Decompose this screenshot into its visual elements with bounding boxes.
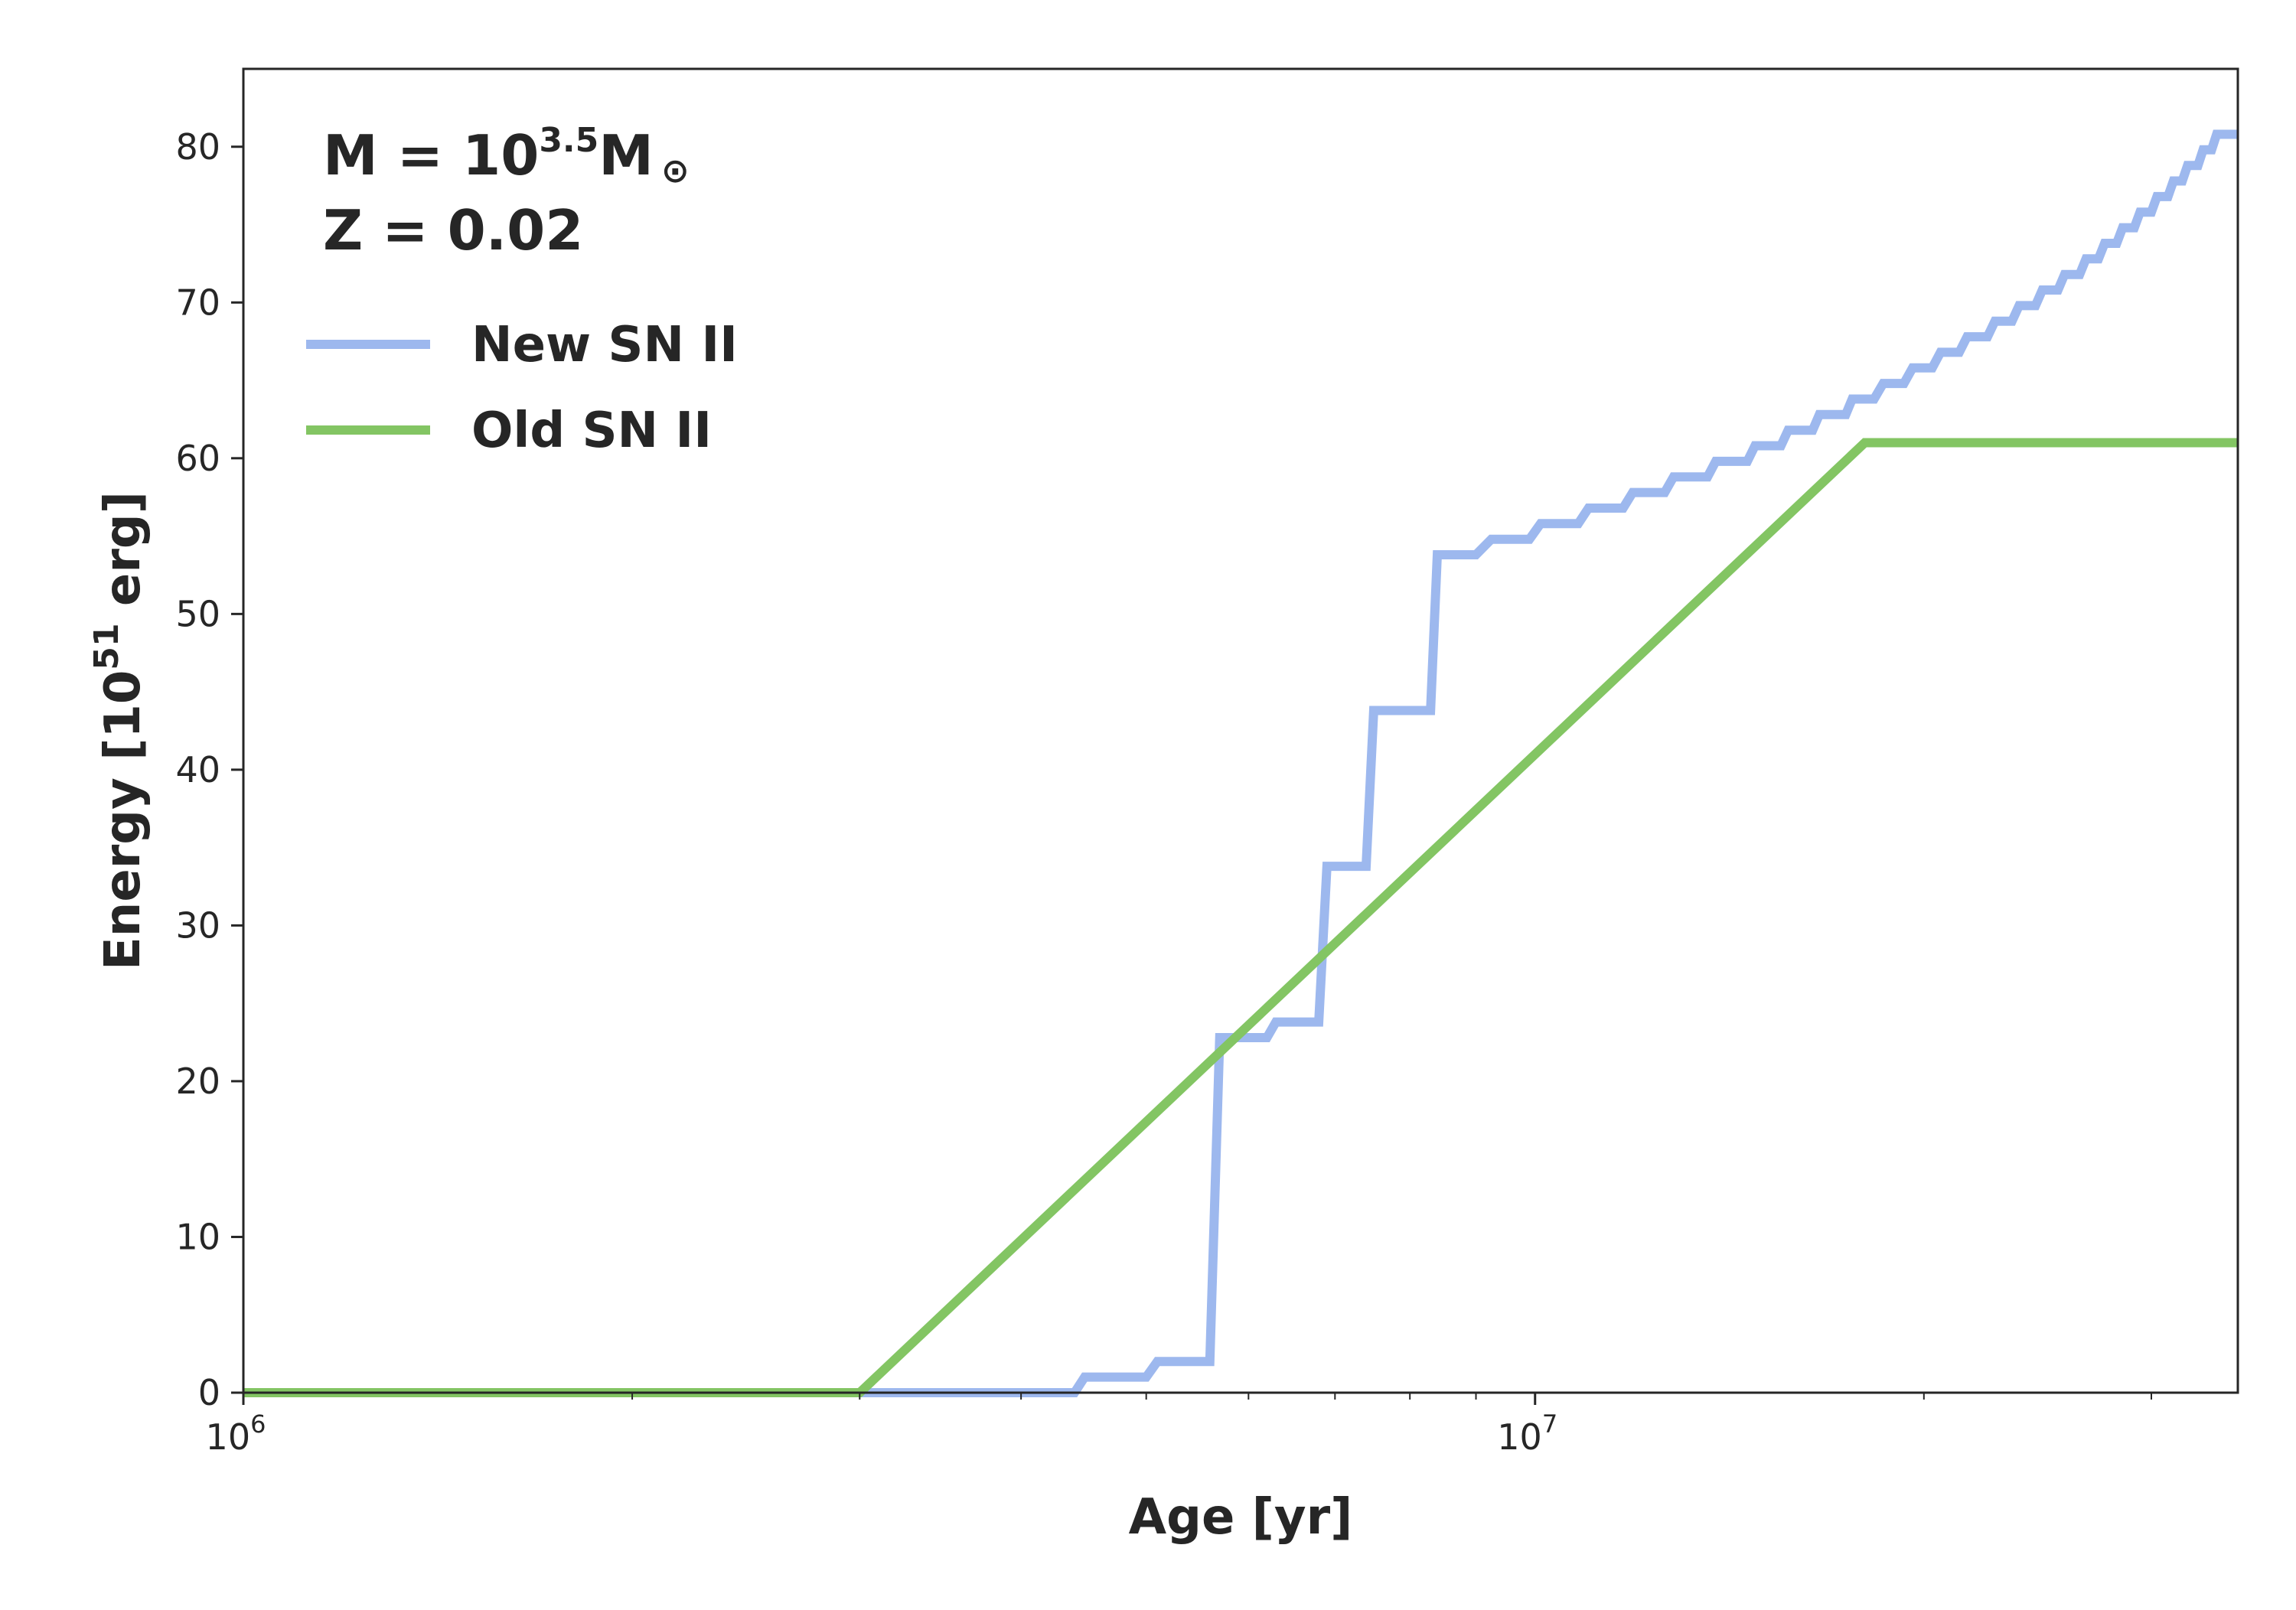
y-tick-label: 60: [175, 438, 220, 479]
mass-unit: M: [598, 123, 654, 187]
y-tick-label: 0: [198, 1372, 220, 1413]
x-tick-label: 107: [1497, 1410, 1557, 1458]
y-tick-label: 70: [175, 282, 220, 323]
metallicity-annotation: Z = 0.02: [323, 198, 583, 262]
y-axis-label-main: Energy [10: [95, 670, 152, 970]
y-tick-label: 10: [175, 1216, 220, 1257]
x-axis-label: Age [yr]: [1129, 1489, 1353, 1546]
y-tick-label: 80: [175, 126, 220, 168]
x-tick-label: 106: [206, 1410, 266, 1458]
annotation: M = 103.5M ⊙ Z = 0.02: [323, 121, 690, 262]
legend-label-new-sn-ii: New SN II: [471, 317, 738, 373]
series-line-old-sn-ii: [243, 438, 2238, 1397]
legend: New SN II Old SN II: [306, 317, 738, 459]
legend-label-old-sn-ii: Old SN II: [471, 402, 712, 459]
mass-prefix: M = 10: [323, 123, 539, 187]
y-tick-label: 20: [175, 1061, 220, 1102]
y-tick-label: 40: [175, 749, 220, 790]
y-tick-label: 50: [175, 593, 220, 634]
mass-annotation: M = 103.5M ⊙: [323, 121, 690, 191]
axis-ticks: 0 10 20 30 40 50 60 70 80 106 107: [175, 126, 2153, 1458]
series-line-new-sn-ii: [243, 129, 2238, 1397]
y-axis-label: Energy [1051 erg]: [87, 491, 152, 970]
axes-frame: [242, 67, 2239, 1394]
y-tick-label: 30: [175, 904, 220, 946]
y-axis-label-unit: erg]: [95, 491, 152, 623]
solar-symbol: ⊙: [661, 152, 690, 191]
mass-exponent: 3.5: [539, 121, 598, 160]
y-axis-label-exponent: 51: [87, 623, 126, 670]
